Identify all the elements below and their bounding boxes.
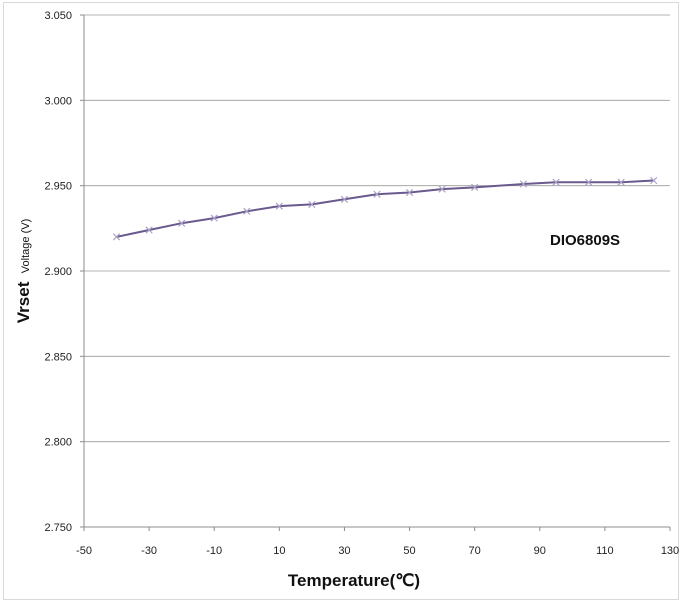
- y-axis-label-main: Vrset: [14, 281, 33, 323]
- data-point: [243, 207, 251, 215]
- gridlines: [84, 14, 670, 443]
- x-tick-labels: -50 -30 -10 10 30 50 70 90 110 130: [76, 527, 679, 557]
- y-tick-label: 2.900: [44, 266, 72, 278]
- y-tick-label: 2.800: [44, 437, 72, 449]
- data-point: [519, 180, 528, 188]
- x-tick-label: 130: [661, 545, 679, 557]
- data-point: [552, 178, 560, 186]
- x-tick-label: 30: [338, 545, 350, 557]
- data-point: [617, 178, 625, 186]
- x-tick-label: 110: [596, 545, 614, 557]
- y-tick-label: 2.850: [44, 351, 72, 363]
- x-tick-label: 10: [273, 545, 285, 557]
- y-axis-label-sub: Voltage (V): [20, 219, 32, 273]
- series-line: [116, 179, 654, 238]
- data-point: [650, 176, 658, 185]
- data-point: [178, 219, 186, 227]
- y-axis-label-text: Vrset Voltage (V): [14, 219, 33, 323]
- data-point: [308, 200, 316, 209]
- data-point: [438, 185, 446, 193]
- y-tick-label: 2.950: [44, 181, 72, 193]
- x-axis-label: Temperature(℃): [288, 571, 420, 590]
- data-point: [275, 202, 283, 210]
- y-tick-label: 3.000: [44, 95, 72, 107]
- data-point: [405, 188, 414, 197]
- series-group: [112, 176, 658, 241]
- data-point: [340, 195, 349, 203]
- x-tick-label: -50: [76, 545, 92, 557]
- x-tick-label: -10: [206, 545, 222, 557]
- y-tick-labels: 2.750 2.800 2.850 2.900 2.950 3.000 3.050: [44, 10, 84, 534]
- data-point: [471, 183, 479, 191]
- y-tick-label: 2.750: [44, 522, 72, 534]
- data-point: [210, 214, 218, 222]
- data-point: [373, 190, 381, 198]
- data-point: [112, 233, 121, 241]
- data-point: [584, 178, 593, 186]
- x-tick-label: 50: [403, 545, 415, 557]
- y-tick-label: 3.050: [44, 10, 72, 22]
- x-tick-label: 90: [534, 545, 546, 557]
- device-annotation: DIO6809S: [550, 232, 620, 249]
- y-axis-label: Vrset Voltage (V): [14, 219, 33, 323]
- x-tick-label: 70: [469, 545, 481, 557]
- data-point: [145, 226, 153, 234]
- chart-frame: [3, 2, 679, 600]
- x-tick-label: -30: [141, 545, 157, 557]
